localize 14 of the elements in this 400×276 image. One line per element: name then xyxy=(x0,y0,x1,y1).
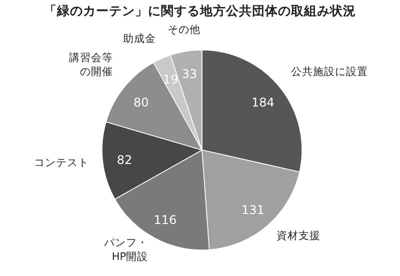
data-label: 33 xyxy=(182,67,198,82)
slice-label: 資材支援 xyxy=(276,229,322,244)
slice-label: 講習会等の開催 xyxy=(68,50,113,79)
data-label: 82 xyxy=(116,152,132,167)
data-label: 116 xyxy=(154,212,177,227)
data-label: 80 xyxy=(133,95,149,110)
slice-label: 助成金 xyxy=(122,32,156,46)
slice-label: コンテスト xyxy=(32,156,89,170)
slice-label: パンフ・HP開設 xyxy=(103,236,148,264)
slice-label: その他 xyxy=(167,24,200,36)
slice-label: 公共施設に設置 xyxy=(291,64,370,79)
data-label: 131 xyxy=(241,203,264,218)
chart-title: 「緑のカーテン」に関する地方公共団体の取組み状況 xyxy=(43,3,357,20)
data-label: 184 xyxy=(251,95,274,110)
